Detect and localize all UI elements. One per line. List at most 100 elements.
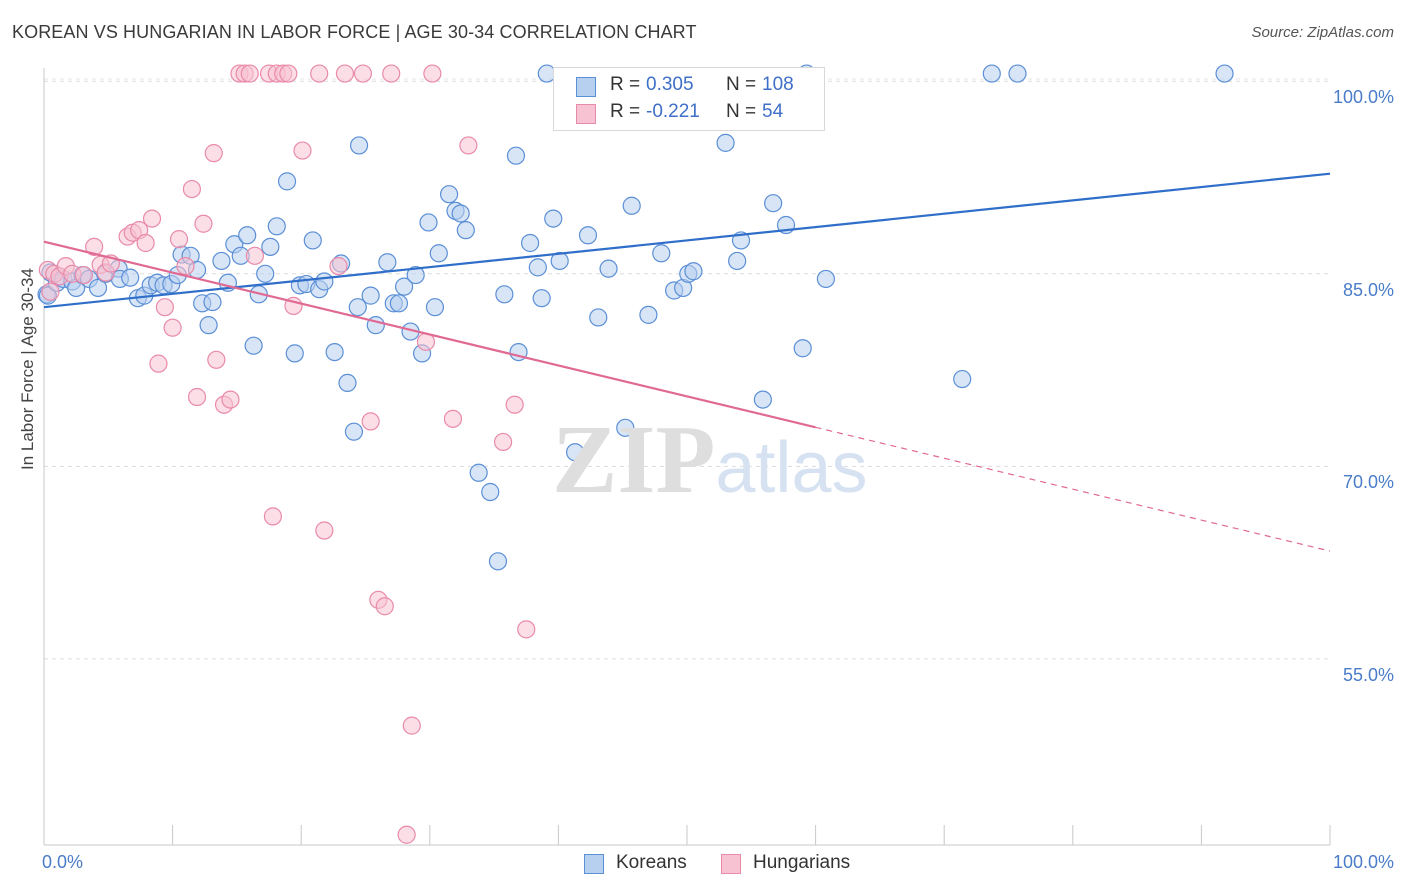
axes [43, 68, 1331, 846]
legend-swatch-koreans [584, 854, 604, 874]
data-point [285, 344, 304, 363]
data-point [310, 64, 329, 83]
data-point [335, 64, 355, 83]
data-point [176, 256, 195, 276]
trend-line-solid [43, 172, 1331, 309]
r-label: R = [610, 74, 641, 95]
x-tick-label-max: 100.0% [1332, 852, 1394, 872]
data-point [155, 298, 174, 317]
data-point [169, 230, 189, 249]
data-point [419, 213, 438, 232]
data-point [203, 292, 222, 312]
data-point [494, 432, 513, 452]
data-point [599, 259, 618, 278]
data-point [402, 716, 421, 735]
data-point [495, 285, 514, 304]
data-point [344, 422, 364, 441]
data-point [616, 418, 635, 437]
data-point [361, 286, 380, 305]
data-point [506, 146, 526, 165]
data-point [267, 217, 286, 236]
data-point [443, 409, 463, 428]
data-point [121, 268, 140, 287]
n-label: N = [726, 101, 757, 122]
data-point [277, 172, 297, 191]
y-tick-label: 100.0% [1332, 87, 1394, 108]
data-point [488, 552, 508, 571]
data-point [652, 244, 671, 263]
data-point [982, 64, 1001, 83]
data-point [429, 244, 448, 263]
data-point [684, 262, 703, 281]
data-point [456, 221, 475, 240]
data-point [348, 298, 367, 317]
trend-line-dashed [815, 426, 1331, 552]
data-point [293, 141, 312, 160]
data-point [41, 282, 60, 301]
data-point [338, 373, 357, 393]
data-point [182, 179, 201, 199]
data-point [187, 387, 207, 407]
data-point [716, 133, 735, 152]
data-point [238, 226, 257, 245]
data-point [816, 269, 835, 289]
x-tick-label-min: 0.0% [42, 852, 84, 872]
trend-lines [43, 172, 1331, 552]
data-point [753, 390, 772, 409]
legend: Koreans Hungarians [0, 852, 1406, 878]
data-point [279, 64, 298, 83]
data-point [528, 258, 547, 277]
data-point [578, 226, 598, 245]
data-point [329, 256, 348, 276]
data-point [394, 277, 414, 296]
watermark-atlas: atlas [715, 428, 868, 508]
data-point [163, 318, 182, 337]
watermark-zip: ZIP [552, 406, 716, 514]
n-label: N = [726, 74, 757, 95]
data-point [1008, 64, 1027, 83]
data-point [245, 246, 265, 265]
y-tick-label: 55.0% [1342, 664, 1394, 685]
legend-swatch-hungarians [721, 854, 741, 874]
data-point [263, 507, 283, 526]
data-point [728, 251, 747, 271]
data-point [1215, 64, 1234, 83]
data-point [349, 136, 369, 155]
r-value: 0.305 [646, 74, 694, 95]
data-point [240, 64, 259, 83]
source-label: Source: ZipAtlas.com [1251, 24, 1394, 41]
stats-swatch-koreans [576, 77, 596, 97]
data-point [451, 204, 470, 223]
data-point [481, 482, 500, 502]
legend-label-koreans: Koreans [616, 852, 687, 873]
chart-title: KOREAN VS HUNGARIAN IN LABOR FORCE | AGE… [12, 22, 697, 42]
data-point [517, 620, 536, 639]
data-point [544, 209, 563, 228]
data-point [212, 251, 231, 271]
data-point [85, 237, 104, 256]
data-point [261, 237, 280, 256]
y-tick-label: 85.0% [1342, 279, 1394, 300]
data-point [88, 278, 108, 298]
y-axis-label: In Labor Force | Age 30-34 [18, 268, 37, 470]
hungarian-points [38, 64, 536, 844]
data-point [521, 233, 540, 253]
data-point [639, 305, 658, 324]
data-point [315, 521, 334, 540]
data-point [74, 265, 93, 285]
data-point [793, 339, 812, 358]
data-point [142, 209, 162, 228]
data-point [204, 144, 223, 163]
grid-lines [44, 78, 1330, 660]
data-point [505, 395, 524, 414]
n-value: 108 [762, 74, 794, 95]
data-point [439, 185, 459, 204]
trend-line-solid [43, 240, 816, 429]
data-point [315, 272, 334, 291]
r-label: R = [610, 101, 641, 122]
data-point [566, 443, 585, 462]
data-point [397, 825, 416, 844]
data-point [244, 336, 263, 355]
data-point [425, 298, 445, 317]
